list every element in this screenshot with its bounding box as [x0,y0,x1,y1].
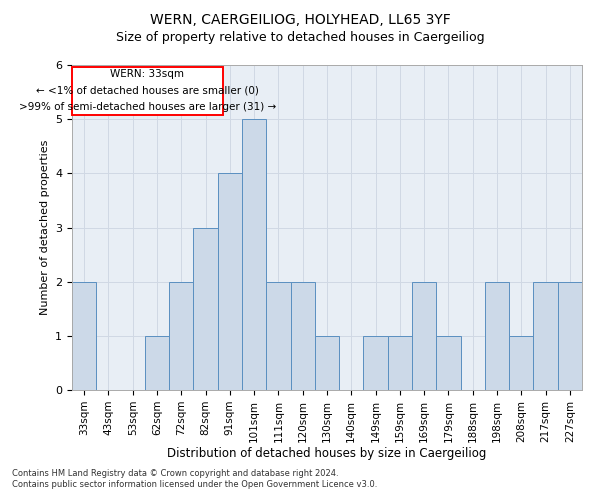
Text: WERN, CAERGEILIOG, HOLYHEAD, LL65 3YF: WERN, CAERGEILIOG, HOLYHEAD, LL65 3YF [149,12,451,26]
Text: >99% of semi-detached houses are larger (31) →: >99% of semi-detached houses are larger … [19,102,276,112]
Bar [266,282,290,390]
X-axis label: Distribution of detached houses by size in Caergeiliog: Distribution of detached houses by size … [167,448,487,460]
Bar [145,336,169,390]
Text: WERN: 33sqm: WERN: 33sqm [110,70,184,80]
Bar [364,336,388,390]
Bar [290,282,315,390]
Bar [412,282,436,390]
Bar [436,336,461,390]
Bar [485,282,509,390]
Text: ← <1% of detached houses are smaller (0): ← <1% of detached houses are smaller (0) [36,86,259,96]
Bar [242,119,266,390]
Bar [72,282,96,390]
Bar [218,174,242,390]
Bar [72,66,223,115]
Bar [193,228,218,390]
Y-axis label: Number of detached properties: Number of detached properties [40,140,50,315]
Text: Size of property relative to detached houses in Caergeiliog: Size of property relative to detached ho… [116,31,484,44]
Bar [169,282,193,390]
Bar [533,282,558,390]
Bar [388,336,412,390]
Bar [509,336,533,390]
Text: Contains HM Land Registry data © Crown copyright and database right 2024.: Contains HM Land Registry data © Crown c… [12,468,338,477]
Bar [558,282,582,390]
Text: Contains public sector information licensed under the Open Government Licence v3: Contains public sector information licen… [12,480,377,489]
Bar [315,336,339,390]
